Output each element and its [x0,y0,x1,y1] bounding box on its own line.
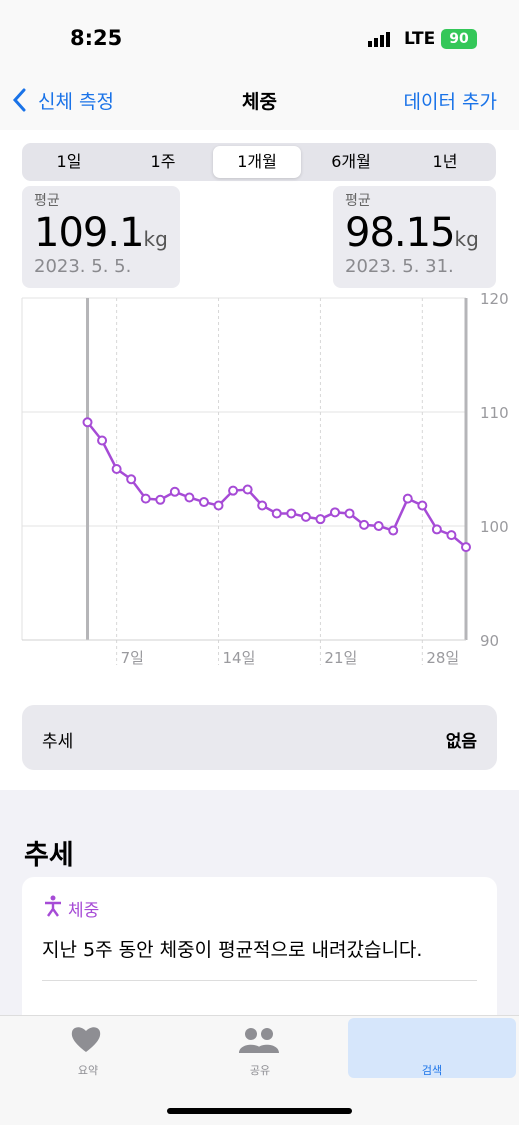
point [198,497,209,508]
point [446,530,457,541]
x-tick-label: 28일 [426,649,459,667]
point [271,508,282,519]
y-tick-label: 100 [480,518,509,536]
segmented-control: 1일 1주 1개월 6개월 1년 [22,143,496,181]
segment-option[interactable]: 1개월 [213,146,301,178]
point [388,525,399,536]
point [257,500,268,511]
point [402,493,413,504]
point [97,435,108,446]
summary-date: 2023. 5. 31. [345,256,454,277]
point [140,493,151,504]
segment-option[interactable]: 6개월 [331,152,371,171]
back-button[interactable]: 신체 측정 [38,91,114,113]
summary-date: 2023. 5. 5. [34,256,132,277]
point [82,417,93,428]
header: 8:25 LTE 90 신체 측정 체중 데이터 추가 [0,0,519,130]
point [461,542,471,553]
section-title: 추세 [24,840,74,871]
y-tick-label: 120 [480,290,509,308]
point [111,464,122,474]
nav-title: 체중 [242,91,277,113]
trend-row[interactable]: 추세 없음 [22,705,497,770]
signal-icon [368,32,390,47]
point [329,507,340,518]
trend-label: 추세 [42,732,74,752]
summary-unit: kg [454,227,479,251]
point [228,485,239,496]
segment-option[interactable]: 1일 [56,152,82,171]
summary-unit: kg [143,227,168,251]
summary-value: 98.15 [345,210,456,256]
segment-option[interactable]: 1년 [432,152,458,171]
summary-value: 109.1 [34,210,145,256]
point [431,524,442,535]
point [213,500,224,511]
people-icon [239,1028,279,1053]
status-network: LTE [404,29,436,49]
summary-right: 평균 98.15kg 2023. 5. 31. [333,186,496,288]
line [86,421,467,549]
summary-left: 평균 109.1kg 2023. 5. 5. [22,186,180,288]
heart-icon [71,1027,101,1052]
point [126,474,137,485]
trend-card[interactable]: 체중 지난 5주 동안 체중이 평균적으로 내려갔습니다. [22,877,497,1037]
point [315,514,326,525]
segment-option[interactable]: 1주 [150,152,176,171]
add-data-button[interactable]: 데이터 추가 [403,91,497,113]
card-tag: 체중 [68,901,100,921]
point [184,492,195,503]
tab[interactable]: 공유 [176,1018,344,1078]
x-tick-label: 21일 [324,649,357,667]
y-tick-label: 90 [480,632,499,650]
point [286,508,297,519]
tab-label: 공유 [249,1064,271,1077]
point [359,519,370,530]
point [417,500,428,511]
point [344,508,355,519]
status-battery: 90 [441,29,477,49]
x-tick-label: 7일 [121,649,144,667]
point [242,484,253,495]
point [300,511,311,522]
summary-label: 평균 [34,193,60,209]
home-indicator [167,1108,352,1114]
point [169,486,180,497]
divider [42,980,477,981]
x-tick-label: 14일 [223,649,256,667]
tab-label: 검색 [421,1064,443,1077]
chart: 90 100 110 120 7일 14일 21일 28일 [21,290,509,667]
back-icon[interactable] [10,86,32,114]
tab[interactable]: 검색 [348,1018,516,1078]
card-text: 지난 5주 동안 체중이 평균적으로 내려갔습니다. [42,939,423,961]
tab-bar: 요약 공유 검색 [0,1015,519,1125]
tab-label: 요약 [77,1064,99,1077]
point [373,521,384,531]
summary-label: 평균 [345,193,371,209]
trend-value: 없음 [445,732,477,752]
tab[interactable]: 요약 [4,1018,172,1078]
point [155,494,166,505]
y-tick-label: 110 [480,404,509,422]
figure-icon [45,895,61,917]
status-time: 8:25 [70,26,123,50]
